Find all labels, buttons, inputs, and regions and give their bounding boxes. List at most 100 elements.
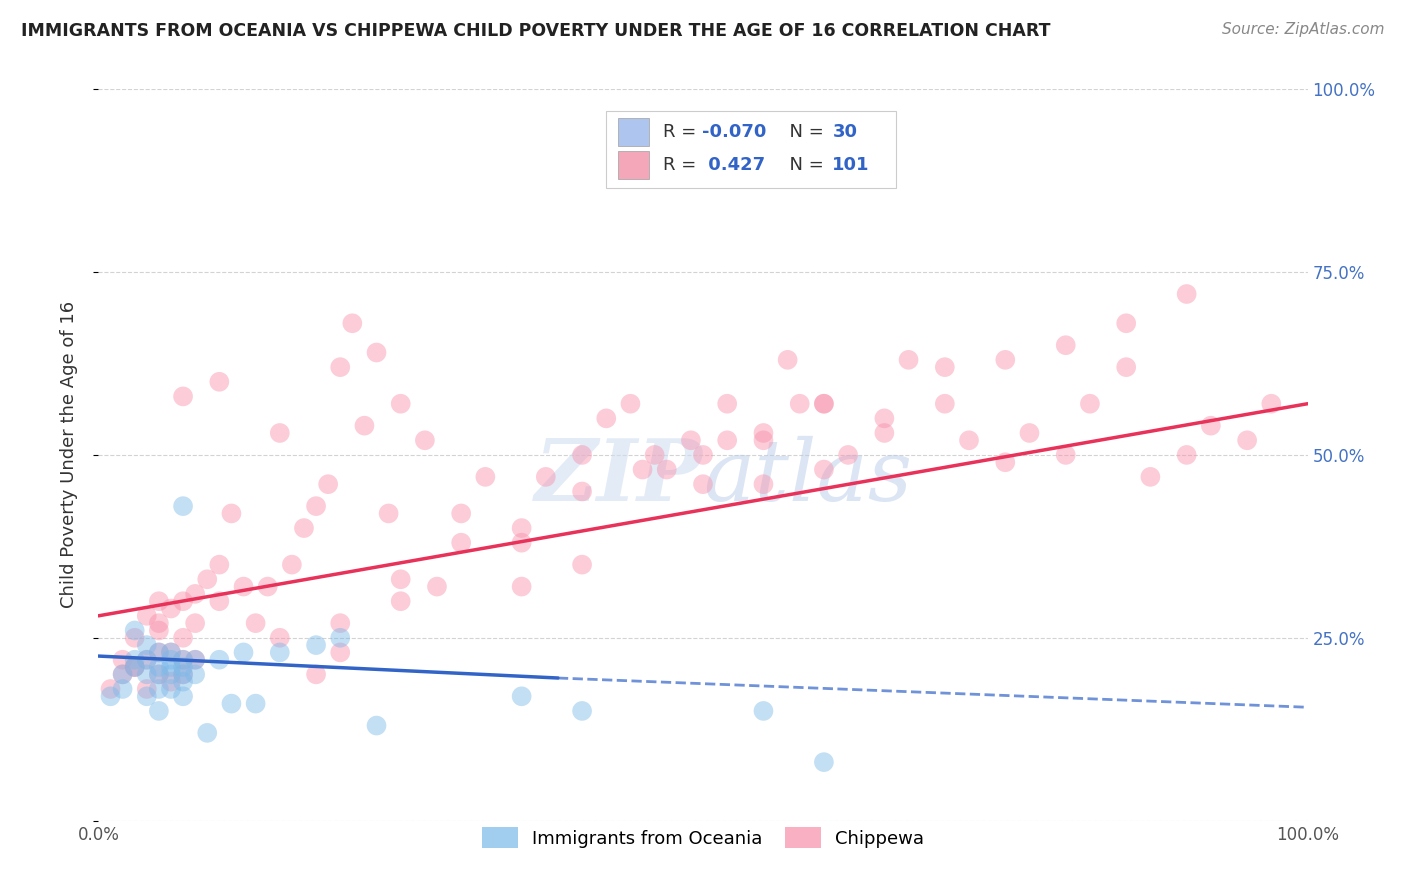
Point [148,681,170,696]
Point [100,690,122,704]
Point [172,653,194,667]
Point [269,425,291,440]
Point [813,462,835,476]
Point [292,521,315,535]
Point [172,667,194,681]
Point [124,631,146,645]
Point [135,653,157,667]
Point [208,375,231,389]
Point [644,448,666,462]
Text: N =: N = [778,156,830,174]
Point [716,434,738,448]
Point [316,477,339,491]
Point [160,653,183,667]
Point [1139,470,1161,484]
Point [571,558,593,572]
Point [631,462,654,476]
Text: 30: 30 [832,122,858,141]
Point [160,681,183,696]
Point [124,660,146,674]
Point [135,608,157,623]
Point [148,667,170,681]
Point [450,507,472,521]
Point [172,594,194,608]
Point [1115,316,1137,330]
Point [510,521,533,535]
Text: N =: N = [778,122,830,141]
Point [897,352,920,367]
Point [184,667,207,681]
Point [342,316,364,330]
Point [100,681,122,696]
Point [934,397,956,411]
Point [752,425,775,440]
Point [305,499,328,513]
Point [195,572,218,586]
Point [813,755,835,769]
Point [135,667,157,681]
Point [148,594,170,608]
Point [366,718,388,732]
Point [135,681,157,696]
Point [1260,397,1282,411]
Point [111,667,134,681]
Point [184,653,207,667]
FancyBboxPatch shape [619,152,648,179]
Point [184,653,207,667]
Point [510,690,533,704]
Point [305,638,328,652]
Point [269,631,291,645]
Point [111,653,134,667]
Point [232,580,254,594]
Point [776,352,799,367]
Point [172,499,194,513]
Point [160,645,183,659]
Point [172,653,194,667]
Point [305,667,328,681]
Point [934,360,956,375]
Point [571,484,593,499]
Point [510,580,533,594]
Point [789,397,811,411]
Y-axis label: Child Poverty Under the Age of 16: Child Poverty Under the Age of 16 [59,301,77,608]
Point [281,558,304,572]
Point [413,434,436,448]
Point [245,697,267,711]
Point [172,674,194,689]
Point [135,690,157,704]
Point [389,397,412,411]
Point [813,397,835,411]
Point [160,660,183,674]
Point [329,645,352,659]
Point [148,704,170,718]
Point [571,448,593,462]
Point [366,345,388,359]
Point [329,616,352,631]
Point [510,535,533,549]
Point [124,660,146,674]
Point [837,448,859,462]
Point [994,352,1017,367]
Point [172,631,194,645]
Point [377,507,399,521]
Point [160,667,183,681]
Point [172,660,194,674]
Point [994,455,1017,469]
Point [221,697,243,711]
Point [595,411,617,425]
Text: atlas: atlas [703,435,912,518]
Point [692,477,714,491]
Point [184,616,207,631]
Point [208,594,231,608]
Point [1199,418,1222,433]
Text: 101: 101 [832,156,870,174]
Point [172,389,194,403]
Point [752,434,775,448]
Point [426,580,449,594]
Text: 0.427: 0.427 [702,156,765,174]
Point [208,653,231,667]
Point [111,667,134,681]
Point [813,397,835,411]
Point [873,425,896,440]
Point [160,645,183,659]
